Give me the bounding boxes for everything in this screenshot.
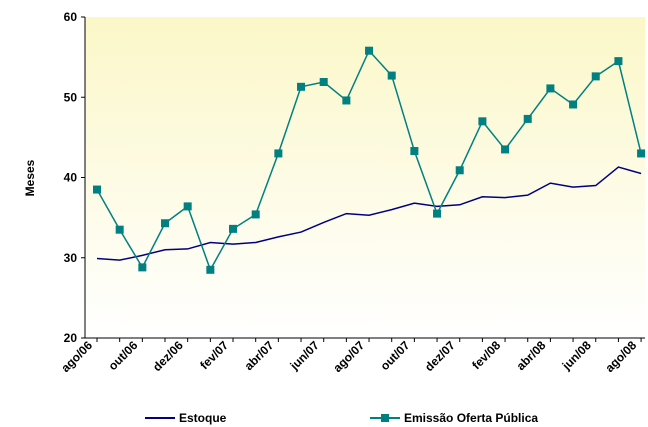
marker <box>297 82 306 91</box>
marker <box>251 210 260 219</box>
x-tick-label: out/07 <box>378 338 413 373</box>
x-tick-label: jun/07 <box>287 338 322 373</box>
marker <box>93 185 101 194</box>
marker <box>365 46 374 55</box>
legend-marker <box>381 414 389 422</box>
x-tick-label: jun/08 <box>559 338 594 373</box>
marker <box>569 100 578 109</box>
marker <box>229 224 238 233</box>
x-tick-label: out/06 <box>106 338 141 373</box>
marker <box>591 72 600 81</box>
y-tick-label: 30 <box>64 251 78 265</box>
marker <box>115 225 124 234</box>
series-line <box>96 166 642 261</box>
marker <box>501 145 510 154</box>
marker <box>523 114 532 123</box>
y-axis-label: Meses <box>23 159 37 196</box>
y-tick-label: 40 <box>64 171 78 185</box>
marker <box>455 166 464 175</box>
y-tick-label: 20 <box>64 331 78 345</box>
x-tick-label: ago/08 <box>602 338 639 375</box>
marker <box>319 78 328 87</box>
x-tick-label: fev/08 <box>469 338 503 372</box>
y-tick-label: 50 <box>64 90 78 104</box>
plot-area <box>85 17 645 338</box>
marker <box>546 84 555 93</box>
marker <box>433 209 442 218</box>
x-tick-label: ago/07 <box>330 338 367 375</box>
marker <box>138 263 147 272</box>
legend-label: Estoque <box>179 411 227 425</box>
marker <box>342 96 351 105</box>
marker <box>637 149 646 158</box>
marker <box>274 149 283 158</box>
x-tick-label: abr/07 <box>242 338 277 373</box>
x-tick-label: abr/08 <box>514 338 549 373</box>
marker <box>206 265 215 274</box>
marker <box>183 202 192 211</box>
marker <box>614 57 623 66</box>
x-tick-label: dez/06 <box>150 338 186 374</box>
y-tick-label: 60 <box>64 10 78 24</box>
marker <box>161 219 170 228</box>
x-tick-label: fev/07 <box>197 338 231 372</box>
marker <box>410 147 419 156</box>
marker <box>478 117 487 126</box>
marker <box>387 71 396 80</box>
x-tick-label: dez/07 <box>422 338 458 374</box>
legend-label: Emissão Oferta Pública <box>404 411 538 425</box>
